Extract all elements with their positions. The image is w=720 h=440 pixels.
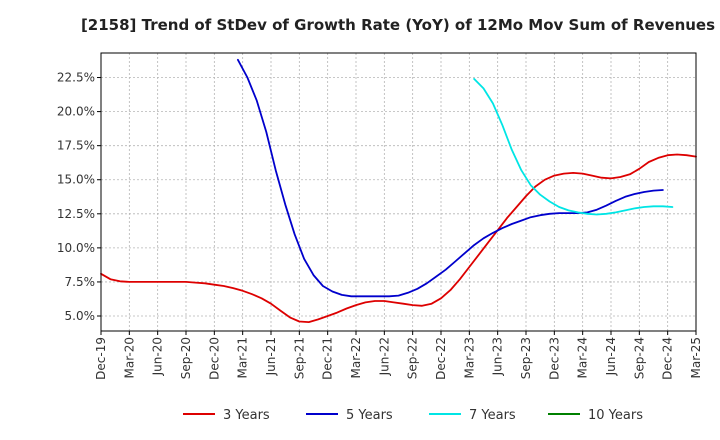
y-tick-label: 5.0%	[65, 309, 96, 323]
x-tick-label: Mar-20	[122, 337, 136, 378]
x-tick-label: Jun-20	[151, 337, 165, 376]
y-tick-label: 12.5%	[57, 207, 95, 221]
grid	[101, 53, 696, 331]
legend: 3 Years 5 Years 7 Years 10 Years	[183, 408, 643, 423]
x-tick-label: Dec-22	[434, 337, 448, 380]
x-tick-label: Jun-21	[264, 337, 278, 376]
legend-label: 3 Years	[223, 408, 270, 423]
y-tick-label: 15.0%	[57, 173, 95, 187]
x-tick-label: Mar-25	[689, 337, 703, 378]
x-tick-label: Mar-23	[462, 337, 476, 378]
x-tick-label: Sep-24	[632, 337, 646, 379]
plot-frame	[100, 52, 697, 332]
y-tick-label: 20.0%	[57, 105, 95, 119]
x-tick-label: Sep-22	[406, 337, 420, 379]
x-tick-label: Sep-21	[292, 337, 306, 379]
y-tick-label: 17.5%	[57, 139, 95, 153]
y-tick-label: 22.5%	[57, 71, 95, 85]
x-tick-label: Mar-24	[576, 337, 590, 378]
legend-label: 7 Years	[469, 408, 516, 423]
x-tick-label: Sep-20	[179, 337, 193, 379]
x-tick-label: Jun-23	[491, 337, 505, 376]
x-tick-label: Mar-22	[349, 337, 363, 378]
x-tick-label: Dec-19	[94, 337, 108, 380]
x-tick-label: Dec-24	[661, 337, 675, 380]
series-line-7-years	[473, 78, 674, 216]
x-tick-label: Dec-21	[321, 337, 335, 380]
x-tick-label: Jun-22	[377, 337, 391, 376]
series-lines	[100, 58, 697, 324]
y-tick-label: 10.0%	[57, 241, 95, 255]
x-tick-label: Mar-21	[236, 337, 250, 378]
series-line-5-years	[236, 58, 664, 298]
x-tick-label: Dec-23	[547, 337, 561, 380]
x-tick-label: Sep-23	[519, 337, 533, 379]
x-tick-label: Dec-20	[207, 337, 221, 380]
series-line-3-years	[100, 153, 697, 324]
legend-label: 10 Years	[588, 408, 643, 423]
legend-label: 5 Years	[346, 408, 393, 423]
y-tick-label: 7.5%	[65, 275, 96, 289]
x-tick-label: Jun-24	[604, 337, 618, 376]
y-axis: 5.0% 7.5% 10.0% 12.5% 15.0% 17.5% 20.0% 22.5%	[57, 71, 101, 323]
chart-title: [2158] Trend of StDev of Growth Rate (Yo…	[81, 16, 715, 34]
x-axis: Dec-19 Mar-20 Jun-20 Sep-20 Dec-20 Mar-21 Jun-…	[94, 331, 703, 380]
